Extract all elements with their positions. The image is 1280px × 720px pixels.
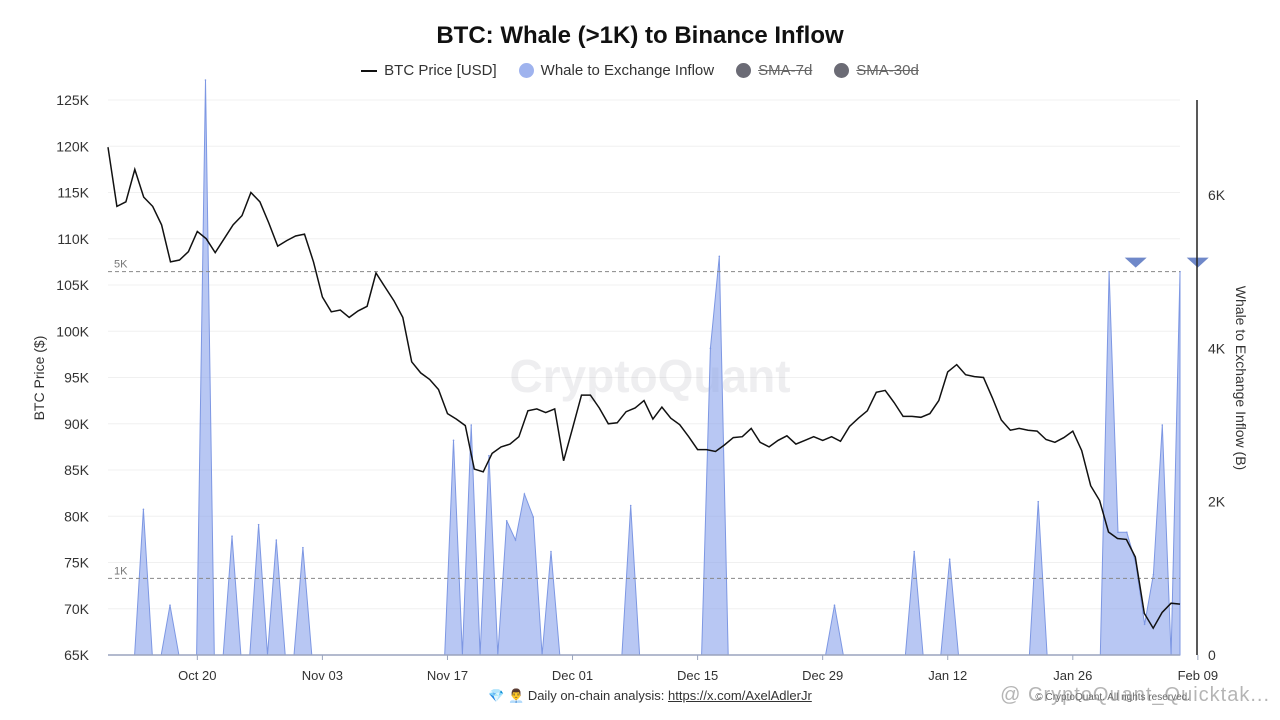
left-tick-label: 90K: [64, 416, 90, 432]
right-axis-title: Whale to Exchange Inflow (B): [1233, 286, 1249, 470]
inflow-point: [452, 439, 455, 442]
x-tick-label: Jan 12: [928, 668, 967, 683]
x-tick-label: Nov 03: [302, 668, 343, 683]
inflow-point: [1037, 500, 1040, 503]
left-tick-label: 70K: [64, 601, 90, 617]
inflow-point: [505, 520, 508, 522]
footer-link[interactable]: https://x.com/AxelAdlerJr: [668, 688, 812, 703]
inflow-point: [709, 347, 712, 350]
dot-swatch-icon: [518, 63, 534, 78]
inflow-point: [948, 558, 951, 560]
x-tick-label: Dec 15: [677, 668, 718, 683]
inflow-point: [1117, 531, 1119, 534]
inflow-point: [169, 604, 171, 606]
left-axis-title: BTC Price ($): [31, 336, 47, 421]
x-tick-label: Nov 17: [427, 668, 468, 683]
corner-watermark: @ CryptoQuant_Quicktak...: [1000, 684, 1270, 706]
copyright-text: © CryptoQuant. All rights reserved.: [1035, 692, 1190, 703]
inflow-point: [523, 493, 526, 495]
left-tick-label: 80K: [64, 508, 90, 524]
inflow-point: [718, 255, 721, 258]
legend-item-sma-7d[interactable]: SMA-7d: [736, 62, 812, 79]
line-swatch-icon: [361, 69, 378, 72]
footer: 💎 👨‍💼 Daily on-chain analysis: https://x…: [0, 688, 1280, 704]
right-tick-label: 6K: [1208, 187, 1226, 203]
left-tick-label: 95K: [64, 370, 90, 386]
inflow-point: [1161, 424, 1164, 426]
legend-item-whale-inflow[interactable]: Whale to Exchange Inflow: [518, 62, 715, 79]
watermark: CryptoQuant: [509, 350, 790, 402]
inflow-point: [514, 539, 517, 541]
inflow-point: [913, 550, 916, 553]
inflow-point: [550, 550, 552, 553]
right-tick-label: 0: [1208, 647, 1216, 663]
inflow-point: [275, 539, 278, 541]
legend-item-sma-30d[interactable]: SMA-30d: [834, 62, 919, 79]
marker-triangle-icon: [1124, 257, 1147, 268]
x-tick-label: Feb 09: [1178, 668, 1218, 683]
x-tick-label: Dec 29: [802, 668, 843, 683]
x-tick-label: Oct 20: [178, 668, 216, 683]
inflow-point: [629, 504, 632, 507]
inflow-point: [470, 424, 473, 426]
reference-line-label: 5K: [114, 259, 128, 271]
legend-label: SMA-7d: [758, 62, 813, 79]
inflow-point: [204, 79, 207, 81]
dot-swatch-icon: [736, 63, 752, 78]
inflow-point: [231, 535, 233, 537]
left-tick-label: 75K: [64, 555, 90, 571]
left-tick-label: 85K: [64, 462, 90, 478]
right-tick-label: 4K: [1208, 340, 1226, 356]
footer-text: Daily on-chain analysis:: [527, 688, 665, 703]
chart-title: BTC: Whale (>1K) to Binance Inflow: [436, 22, 844, 49]
legend-label: Whale to Exchange Inflow: [540, 62, 715, 79]
left-tick-label: 115K: [57, 185, 89, 201]
left-tick-label: 120K: [56, 138, 89, 154]
reference-line-label: 1K: [114, 565, 128, 577]
right-tick-label: 2K: [1208, 494, 1226, 510]
price-line: [107, 147, 1181, 630]
inflow-point: [488, 454, 490, 457]
inflow-point: [302, 546, 304, 549]
footer-icons: 💎 👨‍💼: [488, 688, 525, 703]
legend-label: SMA-30d: [856, 62, 919, 79]
legend-label: BTC Price [USD]: [384, 62, 497, 79]
legend-item-btc-price[interactable]: BTC Price [USD]: [361, 62, 497, 79]
left-tick-label: 65K: [64, 647, 90, 663]
inflow-point: [142, 508, 145, 511]
dot-swatch-icon: [834, 63, 850, 78]
inflow-point: [532, 516, 535, 518]
left-tick-label: 100K: [56, 323, 89, 339]
inflow-point: [1126, 531, 1128, 534]
left-tick-label: 125K: [56, 92, 89, 108]
x-tick-label: Dec 01: [552, 668, 593, 683]
inflow-point: [833, 604, 836, 606]
inflow-point: [257, 523, 260, 526]
inflow-point: [1143, 623, 1146, 626]
legend: BTC Price [USD] Whale to Exchange Inflow…: [0, 62, 1280, 79]
left-tick-label: 105K: [56, 277, 89, 293]
inflow-point: [1152, 573, 1155, 576]
x-tick-label: Jan 26: [1053, 668, 1092, 683]
left-tick-label: 110K: [57, 231, 89, 247]
